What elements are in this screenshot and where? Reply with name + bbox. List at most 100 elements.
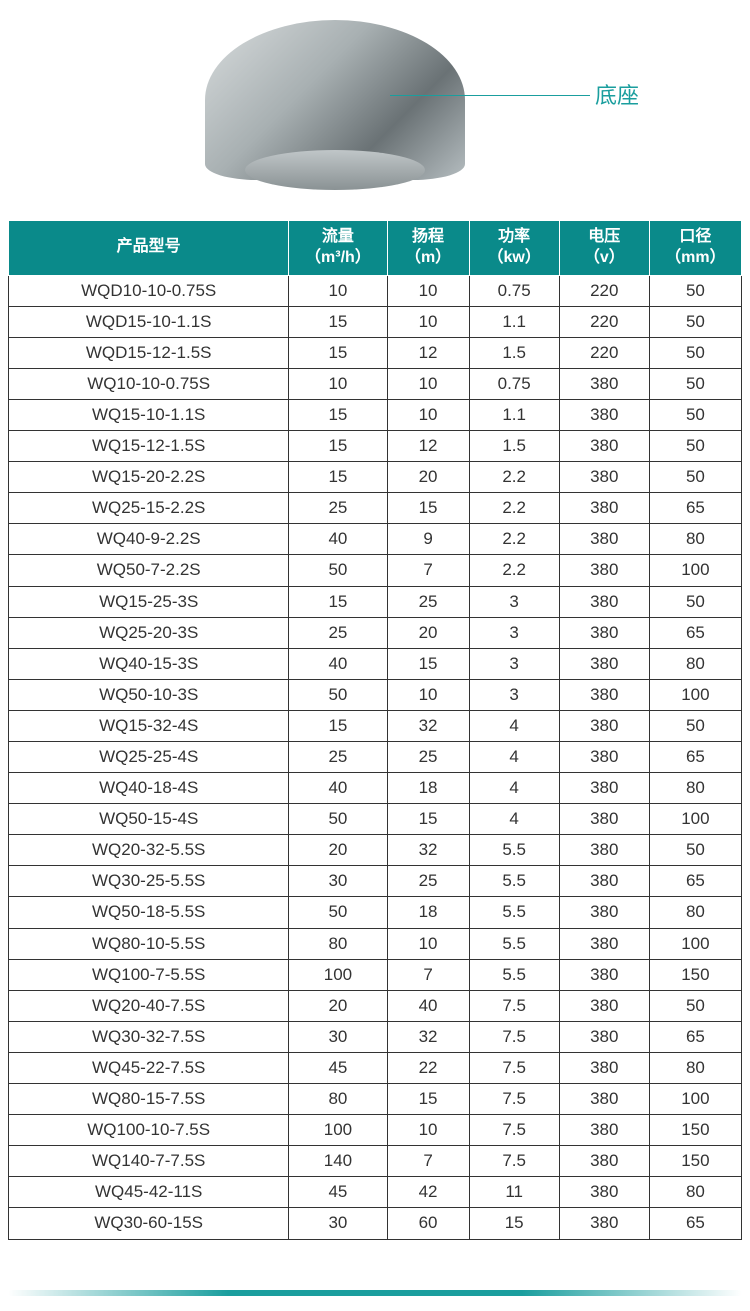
table-cell: 10 bbox=[387, 679, 469, 710]
table-cell: 40 bbox=[289, 648, 387, 679]
table-cell: 380 bbox=[559, 928, 649, 959]
table-cell: 80 bbox=[289, 928, 387, 959]
table-cell: 2.2 bbox=[469, 524, 559, 555]
col-header-power: 功率 （kw） bbox=[469, 221, 559, 276]
col-header-diameter: 口径 （mm） bbox=[649, 221, 741, 276]
table-cell: 380 bbox=[559, 897, 649, 928]
table-cell: WQ25-15-2.2S bbox=[9, 493, 289, 524]
col-header-voltage: 电压 （v） bbox=[559, 221, 649, 276]
table-row: WQ40-9-2.2S4092.238080 bbox=[9, 524, 742, 555]
table-cell: 65 bbox=[649, 866, 741, 897]
table-cell: 40 bbox=[289, 524, 387, 555]
table-cell: WQ45-22-7.5S bbox=[9, 1052, 289, 1083]
table-cell: WQ100-10-7.5S bbox=[9, 1115, 289, 1146]
table-row: WQ20-40-7.5S20407.538050 bbox=[9, 990, 742, 1021]
table-cell: 5.5 bbox=[469, 866, 559, 897]
table-cell: 380 bbox=[559, 1052, 649, 1083]
table-cell: 100 bbox=[649, 555, 741, 586]
table-cell: 20 bbox=[289, 835, 387, 866]
table-cell: 50 bbox=[649, 306, 741, 337]
table-cell: 50 bbox=[649, 462, 741, 493]
table-cell: 150 bbox=[649, 1146, 741, 1177]
table-cell: WQ80-15-7.5S bbox=[9, 1084, 289, 1115]
table-cell: 100 bbox=[649, 804, 741, 835]
table-row: WQ100-7-5.5S10075.5380150 bbox=[9, 959, 742, 990]
table-cell: 65 bbox=[649, 1208, 741, 1239]
table-cell: 3 bbox=[469, 648, 559, 679]
callout-line bbox=[390, 95, 590, 96]
table-cell: WQ140-7-7.5S bbox=[9, 1146, 289, 1177]
table-cell: 380 bbox=[559, 1177, 649, 1208]
table-row: WQ15-12-1.5S15121.538050 bbox=[9, 431, 742, 462]
table-cell: 10 bbox=[387, 275, 469, 306]
table-cell: 7.5 bbox=[469, 1115, 559, 1146]
table-row: WQ40-18-4S4018438080 bbox=[9, 773, 742, 804]
table-cell: 4 bbox=[469, 742, 559, 773]
table-cell: 15 bbox=[289, 337, 387, 368]
table-cell: 4 bbox=[469, 710, 559, 741]
table-cell: 65 bbox=[649, 493, 741, 524]
table-cell: 380 bbox=[559, 1208, 649, 1239]
table-cell: 7.5 bbox=[469, 1021, 559, 1052]
table-cell: 50 bbox=[289, 679, 387, 710]
table-cell: 7 bbox=[387, 1146, 469, 1177]
table-cell: 50 bbox=[289, 897, 387, 928]
pump-base-shape bbox=[245, 150, 425, 190]
table-cell: 15 bbox=[289, 399, 387, 430]
table-cell: 150 bbox=[649, 959, 741, 990]
table-cell: WQ15-10-1.1S bbox=[9, 399, 289, 430]
table-row: WQ30-32-7.5S30327.538065 bbox=[9, 1021, 742, 1052]
table-cell: 4 bbox=[469, 804, 559, 835]
table-row: WQ50-15-4S50154380100 bbox=[9, 804, 742, 835]
table-cell: 50 bbox=[649, 431, 741, 462]
table-row: WQ100-10-7.5S100107.5380150 bbox=[9, 1115, 742, 1146]
table-cell: 80 bbox=[649, 773, 741, 804]
table-cell: WQ40-15-3S bbox=[9, 648, 289, 679]
table-row: WQ20-32-5.5S20325.538050 bbox=[9, 835, 742, 866]
table-cell: 380 bbox=[559, 959, 649, 990]
table-cell: 11 bbox=[469, 1177, 559, 1208]
table-cell: 15 bbox=[289, 710, 387, 741]
table-cell: 380 bbox=[559, 679, 649, 710]
table-row: WQ50-7-2.2S5072.2380100 bbox=[9, 555, 742, 586]
table-body: WQD10-10-0.75S10100.7522050WQD15-10-1.1S… bbox=[9, 275, 742, 1239]
table-cell: 5.5 bbox=[469, 928, 559, 959]
table-header-row: 产品型号 流量 （m³/h） 扬程 （m） 功率 （kw） 电压 （v） bbox=[9, 221, 742, 276]
table-cell: 50 bbox=[649, 337, 741, 368]
table-cell: 7 bbox=[387, 959, 469, 990]
table-cell: 50 bbox=[649, 368, 741, 399]
table-cell: WQ50-15-4S bbox=[9, 804, 289, 835]
col-header-head: 扬程 （m） bbox=[387, 221, 469, 276]
table-cell: WQ20-40-7.5S bbox=[9, 990, 289, 1021]
table-cell: 1.5 bbox=[469, 337, 559, 368]
table-cell: 1.1 bbox=[469, 306, 559, 337]
table-cell: 50 bbox=[289, 804, 387, 835]
table-cell: 7.5 bbox=[469, 1146, 559, 1177]
table-cell: 2.2 bbox=[469, 555, 559, 586]
table-cell: 150 bbox=[649, 1115, 741, 1146]
table-cell: 380 bbox=[559, 710, 649, 741]
table-cell: 380 bbox=[559, 617, 649, 648]
table-cell: 0.75 bbox=[469, 368, 559, 399]
table-cell: 380 bbox=[559, 835, 649, 866]
table-cell: 380 bbox=[559, 773, 649, 804]
table-cell: 2.2 bbox=[469, 493, 559, 524]
table-cell: 380 bbox=[559, 804, 649, 835]
table-cell: 30 bbox=[289, 866, 387, 897]
table-cell: 10 bbox=[289, 368, 387, 399]
table-cell: 65 bbox=[649, 742, 741, 773]
table-row: WQ25-25-4S2525438065 bbox=[9, 742, 742, 773]
table-cell: 25 bbox=[289, 617, 387, 648]
table-cell: WQ15-12-1.5S bbox=[9, 431, 289, 462]
col-header-model: 产品型号 bbox=[9, 221, 289, 276]
table-cell: 380 bbox=[559, 1115, 649, 1146]
table-cell: 80 bbox=[649, 648, 741, 679]
table-cell: WQ30-60-15S bbox=[9, 1208, 289, 1239]
table-row: WQ50-18-5.5S50185.538080 bbox=[9, 897, 742, 928]
table-cell: 380 bbox=[559, 648, 649, 679]
product-diagram-area: 底座 bbox=[0, 0, 750, 200]
table-cell: 5.5 bbox=[469, 897, 559, 928]
table-cell: 18 bbox=[387, 773, 469, 804]
table-cell: WQ20-32-5.5S bbox=[9, 835, 289, 866]
table-cell: 3 bbox=[469, 586, 559, 617]
